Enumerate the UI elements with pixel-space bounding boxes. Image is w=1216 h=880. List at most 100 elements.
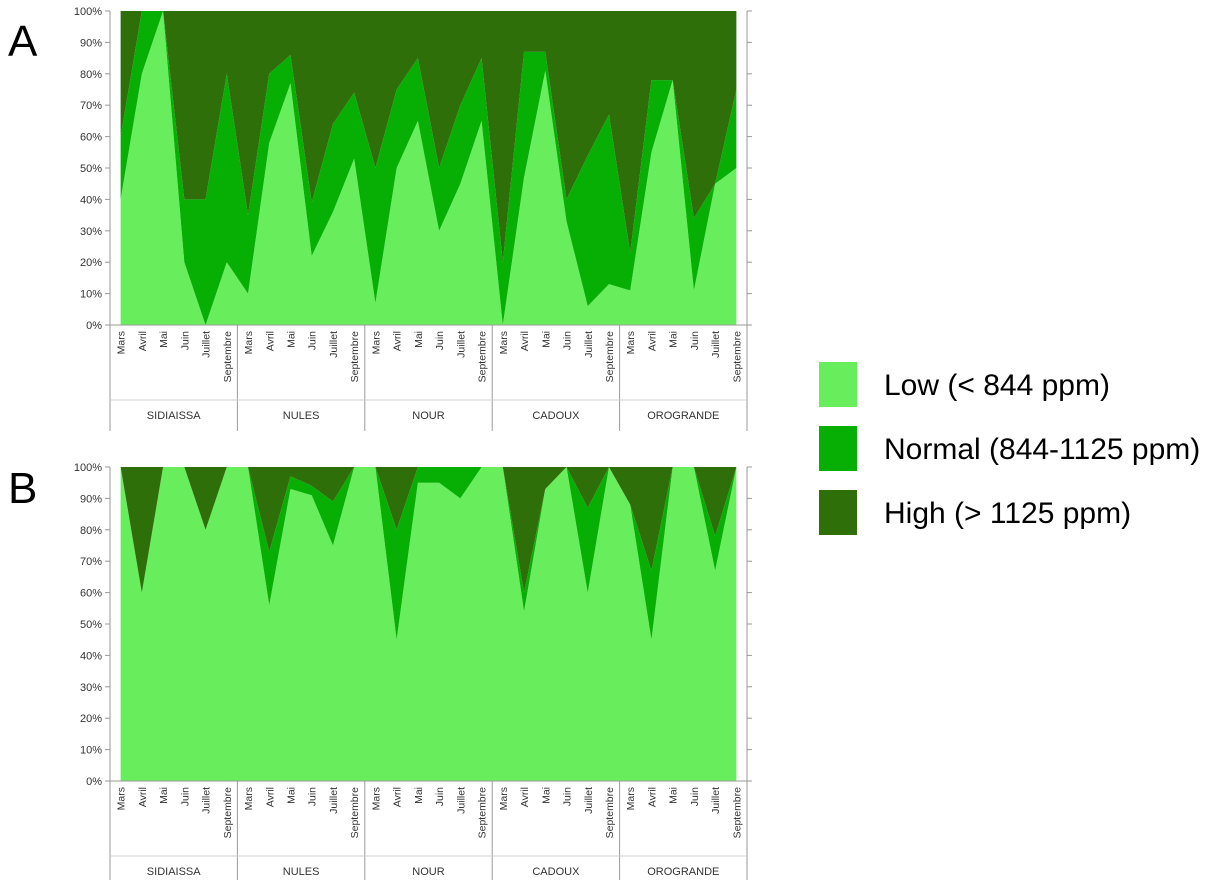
legend: Low (< 844 ppm) Normal (844-1125 ppm) High… (819, 362, 1200, 535)
panel-a-letter: A (8, 17, 38, 66)
chart-b-area-high (120, 467, 737, 593)
y-tick-label: 90% (80, 493, 102, 505)
x-category-label: Juillet (455, 331, 467, 358)
x-category-label: Mai (158, 787, 170, 804)
y-tick-label: 80% (80, 525, 102, 537)
legend-label-normal: Normal (844-1125 ppm) (884, 433, 1200, 466)
group-label: NOUR (412, 866, 444, 878)
x-category-label: Avril (137, 787, 149, 807)
x-category-label: Juin (307, 331, 319, 350)
x-category-label: Juin (689, 331, 701, 350)
x-category-label: Mars (116, 787, 128, 810)
x-category-label: Septembre (349, 787, 361, 839)
x-category-label: Juin (179, 787, 191, 806)
x-category-label: Mai (413, 787, 425, 804)
x-category-label: Mai (540, 331, 552, 348)
x-category-label: Septembre (731, 331, 743, 383)
x-category-label: Mars (498, 787, 510, 810)
y-tick-label: 10% (80, 745, 102, 757)
y-tick-label: 70% (80, 556, 102, 568)
x-category-label: Septembre (222, 787, 234, 839)
y-tick-label: 100% (74, 462, 102, 474)
x-category-label: Avril (646, 787, 658, 807)
x-category-label: Juin (307, 787, 319, 806)
y-tick-label: 50% (80, 619, 102, 631)
x-category-label: Juin (562, 331, 574, 350)
x-category-label: Juillet (583, 787, 595, 814)
group-label: SIDIAISSA (147, 866, 201, 878)
x-category-label: Juin (562, 787, 574, 806)
group-label: CADOUX (532, 866, 580, 878)
group-label: CADOUX (532, 410, 580, 422)
legend-label-low: Low (< 844 ppm) (884, 369, 1110, 402)
x-category-label: Mars (116, 331, 128, 354)
y-tick-label: 30% (80, 226, 102, 238)
y-tick-label: 100% (74, 6, 102, 18)
x-category-label: Mars (370, 331, 382, 354)
y-tick-label: 0% (86, 320, 102, 332)
y-tick-label: 30% (80, 682, 102, 694)
x-category-label: Juillet (710, 787, 722, 814)
x-category-label: Avril (519, 787, 531, 807)
x-category-label: Mai (668, 331, 680, 348)
chart-a-area-normal (120, 11, 737, 325)
x-category-label: Juin (179, 331, 191, 350)
x-category-label: Juillet (201, 331, 213, 358)
x-category-label: Mars (370, 787, 382, 810)
chart-b-area-low (120, 467, 737, 781)
x-category-label: Septembre (604, 787, 616, 839)
chart-a-area-high (120, 11, 737, 263)
x-category-label: Mai (668, 787, 680, 804)
y-tick-label: 60% (80, 132, 102, 144)
x-category-label: Mai (540, 787, 552, 804)
group-label: SIDIAISSA (147, 410, 201, 422)
y-tick-label: 20% (80, 257, 102, 269)
x-category-label: Mars (625, 331, 637, 354)
x-category-label: Mars (625, 787, 637, 810)
x-category-label: Juillet (710, 331, 722, 358)
x-category-label: Mars (243, 331, 255, 354)
panel-b-letter: B (8, 464, 37, 513)
x-category-label: Juillet (328, 787, 340, 814)
legend-swatch-high (819, 490, 857, 535)
y-tick-label: 0% (86, 776, 102, 788)
x-category-label: Septembre (477, 331, 489, 383)
x-category-label: Septembre (349, 331, 361, 383)
legend-label-high: High (> 1125 ppm) (884, 497, 1131, 530)
x-category-label: Mai (285, 331, 297, 348)
x-category-label: Septembre (731, 787, 743, 839)
legend-swatch-normal (819, 426, 857, 471)
y-tick-label: 90% (80, 37, 102, 49)
legend-swatch-low (819, 362, 857, 407)
chart-a: 0% 10% 20% 30% 40% 50% 60% 70% 80% 90% 100% Mars Avr… (74, 6, 752, 431)
x-category-label: Avril (392, 787, 404, 807)
x-category-label: Avril (646, 331, 658, 351)
x-category-label: Juillet (583, 331, 595, 358)
x-category-label: Mai (285, 787, 297, 804)
x-category-label: Juillet (455, 787, 467, 814)
y-tick-label: 80% (80, 69, 102, 81)
x-category-label: Avril (264, 787, 276, 807)
group-label: NULES (283, 410, 320, 422)
x-category-label: Avril (519, 331, 531, 351)
chart-b: 0% 10% 20% 30% 40% 50% 60% 70% 80% 90% 100% Mars Avr… (74, 462, 752, 880)
x-category-label: Juillet (328, 331, 340, 358)
x-category-label: Mai (158, 331, 170, 348)
x-category-label: Septembre (604, 331, 616, 383)
x-category-label: Avril (392, 331, 404, 351)
y-tick-label: 40% (80, 650, 102, 662)
chart-b-area-normal (120, 467, 737, 640)
y-tick-label: 40% (80, 194, 102, 206)
x-category-label: Mai (413, 331, 425, 348)
x-category-label: Septembre (222, 331, 234, 383)
x-category-label: Juin (434, 331, 446, 350)
x-category-label: Mars (243, 787, 255, 810)
x-category-label: Avril (137, 331, 149, 351)
y-tick-label: 60% (80, 588, 102, 600)
chart-a-area-low (120, 11, 737, 325)
y-tick-label: 70% (80, 100, 102, 112)
x-category-label: Juin (689, 787, 701, 806)
group-label: NOUR (412, 410, 444, 422)
y-tick-label: 50% (80, 163, 102, 175)
